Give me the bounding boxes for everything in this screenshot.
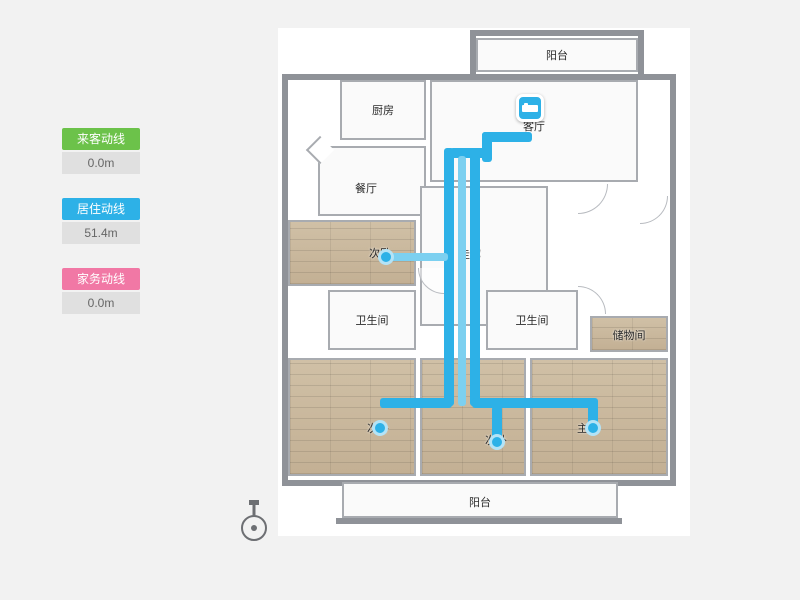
path-start-icon bbox=[516, 94, 544, 122]
legend-guest-value: 0.0m bbox=[62, 152, 140, 174]
path-node bbox=[585, 420, 601, 436]
legend-living-value: 51.4m bbox=[62, 222, 140, 244]
legend-chore-label: 家务动线 bbox=[62, 268, 140, 290]
path-segment bbox=[470, 148, 480, 406]
path-segment bbox=[380, 398, 452, 408]
legend-chore-value: 0.0m bbox=[62, 292, 140, 314]
room-bedroom_se bbox=[530, 358, 668, 476]
room-label-balcony_bot: 阳台 bbox=[469, 494, 491, 510]
room-label-bath_w: 卫生间 bbox=[356, 312, 389, 328]
legend-guest: 来客动线 0.0m bbox=[62, 128, 140, 174]
path-node bbox=[378, 249, 394, 265]
legend-living-label: 居住动线 bbox=[62, 198, 140, 220]
room-label-dining: 餐厅 bbox=[355, 180, 377, 196]
room-label-kitchen: 厨房 bbox=[372, 102, 394, 118]
path-segment bbox=[458, 156, 466, 406]
legend-living: 居住动线 51.4m bbox=[62, 198, 140, 244]
legend: 来客动线 0.0m 居住动线 51.4m 家务动线 0.0m bbox=[62, 128, 140, 338]
path-node bbox=[372, 420, 388, 436]
room-label-bath_e: 卫生间 bbox=[516, 312, 549, 328]
floorplan: 阳台厨房客厅餐厅次卧走廊卫生间卫生间储物间次卧次卧主卧阳台 bbox=[278, 28, 690, 536]
room-label-storage: 储物间 bbox=[613, 327, 646, 343]
path-node bbox=[489, 434, 505, 450]
compass-icon bbox=[238, 498, 270, 544]
room-label-balcony_top: 阳台 bbox=[546, 47, 568, 63]
legend-chore: 家务动线 0.0m bbox=[62, 268, 140, 314]
path-segment bbox=[444, 148, 454, 406]
path-segment bbox=[450, 148, 486, 158]
room-bedroom_sw bbox=[288, 358, 416, 476]
legend-guest-label: 来客动线 bbox=[62, 128, 140, 150]
path-segment bbox=[482, 132, 532, 142]
path-segment bbox=[472, 398, 596, 408]
